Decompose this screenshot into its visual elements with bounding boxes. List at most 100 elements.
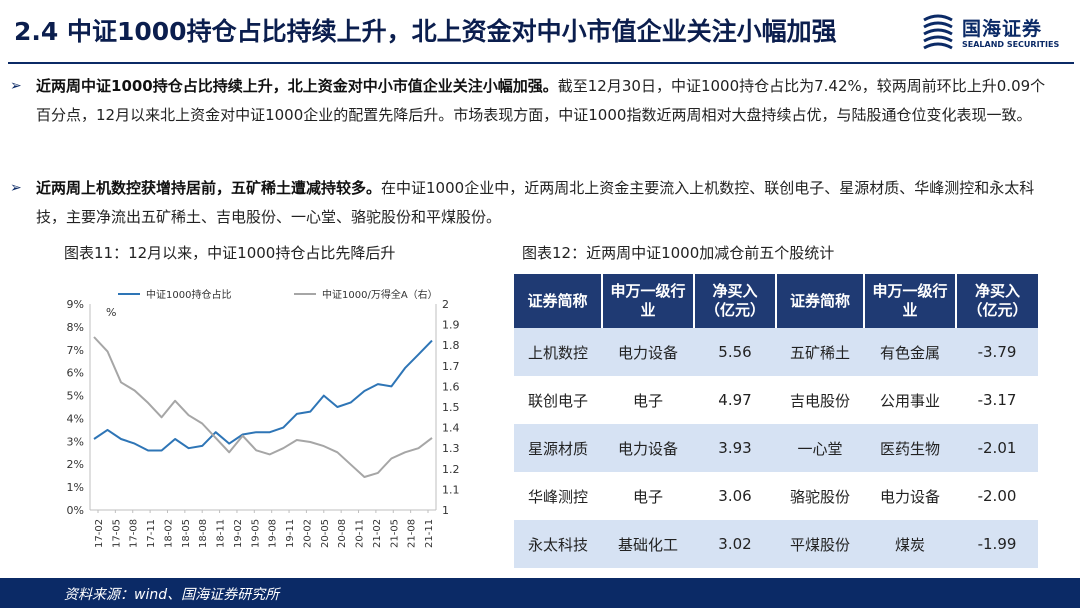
x-tick-label: 20-08 bbox=[337, 519, 348, 548]
table-header-row: 证券简称 申万一级行业 净买入（亿元） 证券简称 申万一级行业 净买入（亿元） bbox=[514, 274, 1038, 328]
table-cell: -3.79 bbox=[956, 328, 1038, 376]
table-row: 永太科技 基础化工 3.02 平煤股份 煤炭 -1.99 bbox=[514, 520, 1038, 568]
x-tick-label: 18-11 bbox=[216, 519, 227, 548]
table-caption: 图表12：近两周中证1000加减仓前五个股统计 bbox=[522, 244, 835, 262]
table-row: 华峰测控 电子 3.06 骆驼股份 电力设备 -2.00 bbox=[514, 472, 1038, 520]
holding-ratio-chart: 0% 1% 2% 3% 4% 5% 6% 7% 8% 9% 1 1.1 1.2 1.3 1.4 1.5 1.6 1… bbox=[67, 288, 460, 548]
y-right-tick-label: 1.4 bbox=[442, 422, 460, 435]
y-left-tick-label: 7% bbox=[67, 344, 84, 357]
x-tick-label: 20-02 bbox=[302, 519, 313, 548]
table-cell: 一心堂 bbox=[776, 424, 864, 472]
y-left-tick-label: 5% bbox=[67, 390, 84, 403]
y-right-tick-label: 1.6 bbox=[442, 380, 460, 393]
x-tick-label: 17-02 bbox=[94, 519, 105, 548]
bullet-2: ➢ 近两周上机数控获增持居前，五矿稀土遭减持较多。在中证1000企业中，近两周北… bbox=[10, 174, 1046, 232]
table-header-cell: 净买入（亿元） bbox=[694, 274, 777, 328]
y-right-tick-label: 1.2 bbox=[442, 463, 460, 476]
x-tick-label: 20-05 bbox=[320, 519, 331, 548]
table-cell: 有色金属 bbox=[864, 328, 956, 376]
bullet-2-bold: 近两周上机数控获增持居前，五矿稀土遭减持较多。 bbox=[36, 179, 382, 197]
y-right-tick-label: 1.5 bbox=[442, 401, 460, 414]
top-stocks-table: 证券简称 申万一级行业 净买入（亿元） 证券简称 申万一级行业 净买入（亿元） … bbox=[514, 274, 1038, 568]
x-tick-label: 21-05 bbox=[389, 519, 400, 548]
bullet-2-text: 在中证1000企业中，近两周北上资金主要流入上机数控、联创电子、星源材质、华峰测… bbox=[36, 179, 1035, 226]
table-cell: 5.56 bbox=[694, 328, 776, 376]
table-cell: -1.99 bbox=[956, 520, 1038, 568]
table-header-cell: 净买入（亿元） bbox=[956, 274, 1038, 328]
page-title: 2.4 中证1000持仓占比持续上升，北上资金对中小市值企业关注小幅加强 bbox=[14, 17, 837, 46]
table-cell: 上机数控 bbox=[514, 328, 602, 376]
chart-caption: 图表11：12月以来，中证1000持仓占比先降后升 bbox=[64, 244, 396, 262]
y-left-tick-label: 3% bbox=[67, 435, 84, 448]
table-cell: 电力设备 bbox=[602, 328, 694, 376]
y-right-tick-label: 1.7 bbox=[442, 360, 460, 373]
table-cell: -3.17 bbox=[977, 391, 1017, 409]
page-header: 2.4 中证1000持仓占比持续上升，北上资金对中小市值企业关注小幅加强 国海证… bbox=[0, 0, 1080, 62]
logo-mark-icon bbox=[923, 14, 953, 50]
table-cell: -2.00 bbox=[977, 487, 1017, 505]
table-cell: 骆驼股份 bbox=[789, 487, 850, 506]
page-footer: 资料来源：wind、国海证券研究所 bbox=[0, 578, 1080, 608]
y-left-tick-label: 8% bbox=[67, 321, 84, 334]
y-right-tick-label: 1 bbox=[442, 504, 449, 517]
series-line-1 bbox=[93, 339, 433, 452]
table-header-cell: 证券简称 bbox=[514, 274, 603, 328]
y-left-tick-label: 0% bbox=[67, 504, 84, 517]
table-cell: 公用事业 bbox=[879, 391, 940, 410]
legend-label-2: 中证1000/万得全A（右） bbox=[322, 288, 438, 301]
table-cell: 平煤股份 bbox=[776, 520, 864, 568]
x-tick-label: 17-08 bbox=[129, 519, 140, 548]
y-left-tick-label: 4% bbox=[67, 412, 84, 425]
table-cell: 联创电子 bbox=[527, 391, 588, 410]
y-right-tick-label: 1.3 bbox=[442, 442, 460, 455]
legend-label-1: 中证1000持仓占比 bbox=[146, 288, 231, 301]
table-cell: 3.93 bbox=[694, 424, 776, 472]
x-tick-label: 18-05 bbox=[181, 519, 192, 548]
table-cell: 4.97 bbox=[718, 391, 752, 409]
source-note: 资料来源：wind、国海证券研究所 bbox=[64, 587, 280, 603]
bullet-arrow-icon: ➢ bbox=[10, 180, 22, 196]
table-cell: 吉电股份 bbox=[789, 391, 850, 410]
company-logo: 国海证券 SEALAND SECURITIES bbox=[918, 10, 1078, 54]
table-cell: 电力设备 bbox=[879, 487, 940, 506]
x-tick-label: 19-05 bbox=[250, 519, 261, 548]
y-unit-label: % bbox=[106, 306, 116, 319]
header-divider bbox=[8, 62, 1074, 64]
bullet-1-text: 截至12月30日，中证1000持仓占比为7.42%，较两周前环比上升0.09个百… bbox=[36, 77, 1046, 124]
table-cell: 永太科技 bbox=[514, 520, 602, 568]
y-right-tick-label: 2 bbox=[442, 298, 449, 311]
table-cell: 星源材质 bbox=[514, 424, 602, 472]
y-right-tick-label: 1.9 bbox=[442, 319, 460, 332]
logo-text-cn: 国海证券 bbox=[962, 18, 1043, 40]
table-header-cell: 申万一级行业 bbox=[602, 274, 695, 328]
table-cell: 医药生物 bbox=[864, 424, 956, 472]
table-header-cell: 申万一级行业 bbox=[864, 274, 957, 328]
table-cell: 基础化工 bbox=[602, 520, 694, 568]
table-row: 上机数控 电力设备 5.56 五矿稀土 有色金属 -3.79 bbox=[514, 328, 1038, 376]
y-right-tick-label: 1.8 bbox=[442, 339, 460, 352]
x-tick-label: 21-08 bbox=[407, 519, 418, 548]
x-tick-label: 21-11 bbox=[424, 519, 435, 548]
table-row: 星源材质 电力设备 3.93 一心堂 医药生物 -2.01 bbox=[514, 424, 1038, 472]
bullet-1-bold: 近两周中证1000持仓占比持续上升，北上资金对中小市值企业关注小幅加强。 bbox=[36, 77, 558, 95]
y-left-tick-label: 2% bbox=[67, 458, 84, 471]
table-header-cell: 证券简称 bbox=[776, 274, 865, 328]
x-tick-label: 21-02 bbox=[372, 519, 383, 548]
bullet-1: ➢ 近两周中证1000持仓占比持续上升，北上资金对中小市值企业关注小幅加强。截至… bbox=[10, 72, 1046, 130]
y-right-tick-label: 1.1 bbox=[442, 483, 460, 496]
table-cell: 华峰测控 bbox=[527, 487, 588, 506]
x-tick-label: 18-08 bbox=[198, 519, 209, 548]
x-tick-label: 19-08 bbox=[268, 519, 279, 548]
y-left-tick-label: 9% bbox=[67, 298, 84, 311]
table-cell: -2.01 bbox=[956, 424, 1038, 472]
table-cell: 电力设备 bbox=[602, 424, 694, 472]
x-tick-label: 19-11 bbox=[285, 519, 296, 548]
y-left-tick-label: 6% bbox=[67, 367, 84, 380]
table-cell: 电子 bbox=[632, 487, 663, 506]
y-left-tick-label: 1% bbox=[67, 481, 84, 494]
table-cell: 电子 bbox=[632, 391, 663, 410]
logo-text-en: SEALAND SECURITIES bbox=[962, 40, 1060, 49]
table-cell: 煤炭 bbox=[864, 520, 956, 568]
x-tick-label: 19-02 bbox=[233, 519, 244, 548]
table-cell: 五矿稀土 bbox=[776, 328, 864, 376]
